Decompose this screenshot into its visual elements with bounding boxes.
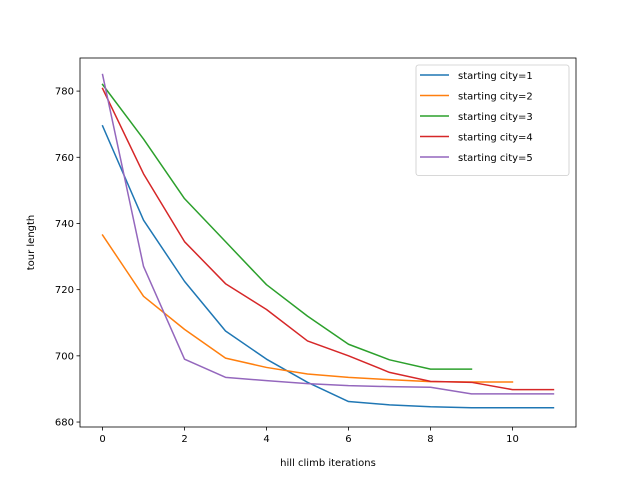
x-tick-label: 4 [263, 434, 269, 445]
y-axis-ticks: 680 700 720 740 760 780 [55, 87, 80, 429]
y-tick-label: 780 [55, 87, 74, 98]
x-tick-label: 2 [181, 434, 187, 445]
series-line-1 [101, 124, 555, 409]
x-axis-ticks: 0 2 4 6 8 10 [99, 427, 519, 445]
series-line-3 [101, 83, 473, 370]
x-tick-label: 0 [99, 434, 105, 445]
y-tick-label: 760 [55, 153, 74, 164]
y-tick-label: 700 [55, 351, 74, 362]
legend-label-5: starting city=5 [458, 153, 533, 164]
legend-label-3: starting city=3 [458, 112, 533, 123]
legend-box [415, 64, 570, 176]
legend-label-1: starting city=1 [458, 71, 533, 82]
legend-label-4: starting city=4 [458, 133, 533, 144]
legend: starting city=1 starting city=2 starting c… [415, 64, 570, 176]
y-axis-label: tour length [26, 215, 37, 271]
y-tick-label: 740 [55, 219, 74, 230]
series-line-4 [101, 87, 555, 391]
x-tick-label: 6 [345, 434, 351, 445]
series-layer [101, 73, 555, 409]
x-tick-label: 10 [506, 434, 519, 445]
plot-frame [79, 57, 577, 428]
x-axis-label: hill climb iterations [280, 458, 376, 469]
y-tick-label: 680 [55, 418, 74, 429]
legend-label-2: starting city=2 [458, 92, 533, 103]
x-tick-label: 8 [427, 434, 433, 445]
y-tick-label: 720 [55, 285, 74, 296]
series-line-5 [101, 73, 555, 395]
